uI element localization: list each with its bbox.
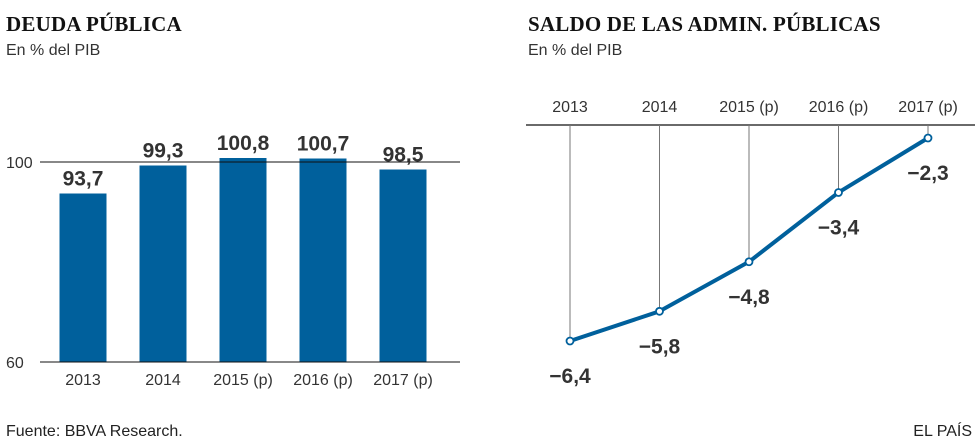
bar-chart: 100 60 93,7 2013 99,3 2014 100,8 2015 (p) 100,7 2… [6, 132, 460, 389]
data-label: −2,3 [907, 162, 948, 185]
x-tick-label: 2015 (p) [213, 372, 273, 389]
data-label: −4,8 [728, 286, 770, 309]
x-tick-label: 2017 (p) [373, 372, 433, 389]
x-tick-label: 2016 (p) [809, 99, 869, 116]
data-point [744, 257, 754, 267]
x-tick-label: 2013 [65, 372, 101, 389]
data-label: 99,3 [143, 140, 184, 163]
data-label: −5,8 [639, 335, 681, 358]
data-label: 98,5 [383, 144, 424, 167]
y-tick-label: 60 [6, 355, 24, 372]
line-chart: 2013 2014 2015 (p) 2016 (p) 2017 (p) −6,4 −5,8… [526, 99, 975, 388]
data-label: 100,8 [217, 132, 270, 155]
data-point [834, 188, 843, 197]
bar-2017-p- [379, 169, 427, 362]
bar-2015-p- [219, 158, 267, 362]
x-tick-label: 2015 (p) [719, 99, 779, 116]
bar-chart-title: DEUDA PÚBLICA [6, 12, 182, 36]
y-tick-label: 100 [6, 155, 33, 172]
x-tick-label: 2016 (p) [293, 372, 353, 389]
x-tick-label: 2014 [145, 372, 181, 389]
data-label: 93,7 [63, 168, 104, 191]
line-chart-title: SALDO DE LAS ADMIN. PÚBLICAS [528, 12, 881, 36]
source-note: Fuente: BBVA Research. [6, 423, 183, 440]
brand-label: EL PAÍS [913, 423, 972, 440]
line-chart-subtitle: En % del PIB [528, 42, 623, 59]
x-tick-label: 2014 [642, 99, 678, 116]
x-tick-label: 2017 (p) [898, 99, 958, 116]
bar-chart-subtitle: En % del PIB [6, 42, 101, 59]
bar-2014 [139, 165, 187, 362]
data-label: −6,4 [549, 365, 591, 388]
bar-2016-p- [299, 158, 347, 362]
bar-2013 [59, 193, 107, 362]
data-point [565, 336, 575, 346]
x-tick-label: 2013 [552, 99, 588, 116]
data-point [923, 133, 933, 143]
data-label: 100,7 [297, 133, 350, 156]
data-label: −3,4 [818, 216, 860, 239]
data-point [655, 306, 664, 316]
